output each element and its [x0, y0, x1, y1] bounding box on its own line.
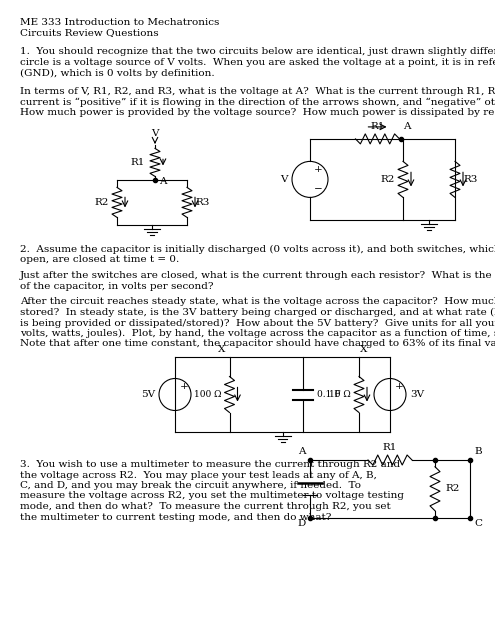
- Text: stored?  In steady state, is the 3V battery being charged or discharged, and at : stored? In steady state, is the 3V batte…: [20, 308, 495, 317]
- Text: Just after the switches are closed, what is the current through each resistor?  : Just after the switches are closed, what…: [20, 271, 495, 280]
- Text: mode, and then do what?  To measure the current through R2, you set: mode, and then do what? To measure the c…: [20, 502, 391, 511]
- Text: 3V: 3V: [410, 390, 424, 399]
- Text: In terms of V, R1, R2, and R3, what is the voltage at A?  What is the current th: In terms of V, R1, R2, and R3, what is t…: [20, 87, 495, 97]
- Text: volts, watts, joules).  Plot, by hand, the voltage across the capacitor as a fun: volts, watts, joules). Plot, by hand, th…: [20, 329, 495, 338]
- Text: 0.1 F: 0.1 F: [317, 390, 341, 399]
- Text: R2: R2: [381, 175, 395, 184]
- Text: +: +: [395, 382, 404, 391]
- Text: 2.  Assume the capacitor is initially discharged (0 volts across it), and both s: 2. Assume the capacitor is initially dis…: [20, 245, 495, 254]
- Text: open, are closed at time t = 0.: open, are closed at time t = 0.: [20, 255, 179, 264]
- Text: (GND), which is 0 volts by definition.: (GND), which is 0 volts by definition.: [20, 68, 215, 77]
- Text: R1: R1: [383, 443, 397, 452]
- Text: current is “positive” if it is flowing in the direction of the arrows shown, and: current is “positive” if it is flowing i…: [20, 98, 495, 107]
- Text: 1.  You should recognize that the two circuits below are identical, just drawn s: 1. You should recognize that the two cir…: [20, 47, 495, 56]
- Text: R2: R2: [95, 198, 109, 207]
- Text: Note that after one time constant, the capacitor should have charged to 63% of i: Note that after one time constant, the c…: [20, 339, 495, 348]
- Text: the voltage across R2.  You may place your test leads at any of A, B,: the voltage across R2. You may place you…: [20, 470, 377, 479]
- Text: R1: R1: [370, 122, 385, 131]
- Text: How much power is provided by the voltage source?  How much power is dissipated : How much power is provided by the voltag…: [20, 108, 495, 117]
- Text: ME 333 Introduction to Mechatronics: ME 333 Introduction to Mechatronics: [20, 18, 219, 27]
- Text: A: A: [159, 177, 166, 186]
- Text: +: +: [314, 165, 323, 174]
- Text: D: D: [298, 520, 306, 529]
- Text: is being provided or dissipated/stored)?  How about the 5V battery?  Give units : is being provided or dissipated/stored)?…: [20, 318, 495, 328]
- Text: X: X: [218, 345, 225, 354]
- Text: R3: R3: [463, 175, 477, 184]
- Text: 10 Ω: 10 Ω: [329, 390, 351, 399]
- Text: R2: R2: [445, 484, 459, 493]
- Text: R1: R1: [131, 158, 145, 167]
- Text: 3.  You wish to use a multimeter to measure the current through R2 and: 3. You wish to use a multimeter to measu…: [20, 460, 400, 469]
- Text: R3: R3: [195, 198, 209, 207]
- Text: C: C: [474, 520, 482, 529]
- Text: B: B: [474, 447, 482, 456]
- Text: of the capacitor, in volts per second?: of the capacitor, in volts per second?: [20, 282, 213, 291]
- Text: −: −: [314, 185, 323, 194]
- Text: circle is a voltage source of V volts.  When you are asked the voltage at a poin: circle is a voltage source of V volts. W…: [20, 58, 495, 67]
- Text: A: A: [298, 447, 306, 456]
- Text: V: V: [151, 129, 159, 138]
- Text: +: +: [180, 382, 189, 391]
- Text: measure the voltage across R2, you set the multimeter to voltage testing: measure the voltage across R2, you set t…: [20, 492, 404, 500]
- Text: X: X: [360, 345, 368, 354]
- Text: 100 Ω: 100 Ω: [194, 390, 221, 399]
- Text: 5V: 5V: [141, 390, 155, 399]
- Text: After the circuit reaches steady state, what is the voltage across the capacitor: After the circuit reaches steady state, …: [20, 298, 495, 307]
- Text: Circuits Review Questions: Circuits Review Questions: [20, 29, 158, 38]
- Text: A: A: [403, 122, 411, 131]
- Text: the multimeter to current testing mode, and then do what?: the multimeter to current testing mode, …: [20, 513, 331, 522]
- Text: V: V: [281, 175, 288, 184]
- Text: C, and D, and you may break the circuit anywhere, if needed.  To: C, and D, and you may break the circuit …: [20, 481, 361, 490]
